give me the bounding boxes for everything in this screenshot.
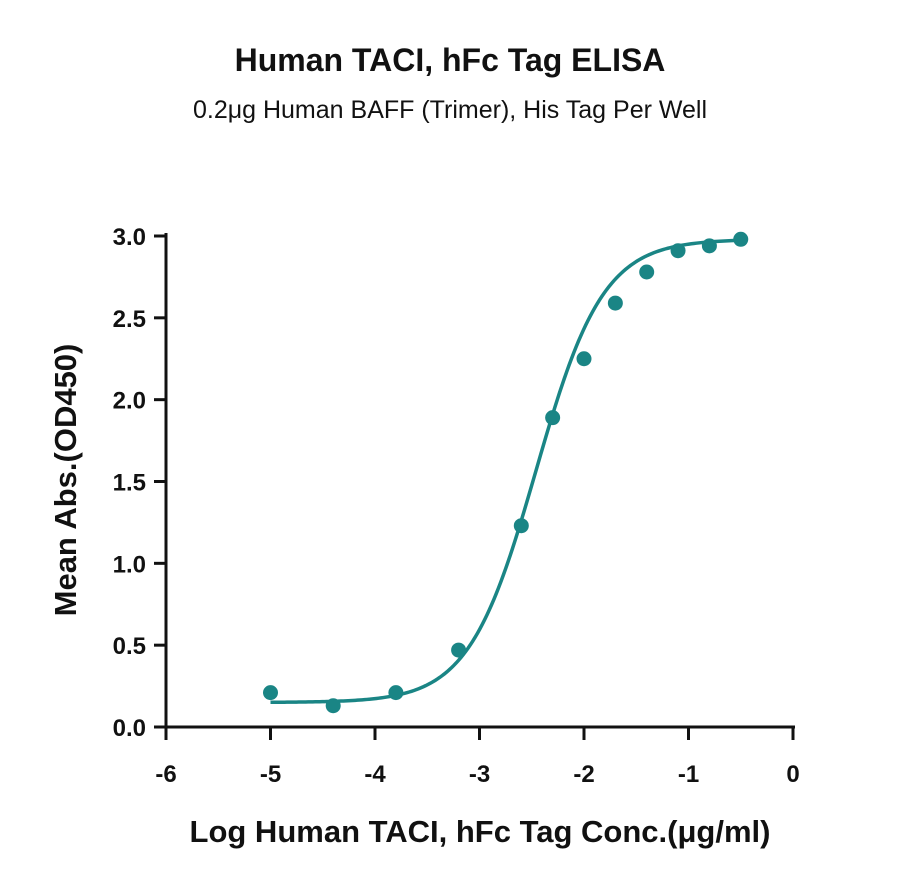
data-points bbox=[263, 231, 749, 714]
x-tick-label: -6 bbox=[155, 761, 176, 788]
data-point bbox=[325, 698, 341, 714]
data-point bbox=[639, 264, 655, 280]
x-tick-label: -1 bbox=[678, 761, 699, 788]
data-point bbox=[451, 642, 467, 658]
x-axis-label: Log Human TACI, hFc Tag Conc.(μg/ml) bbox=[190, 814, 771, 849]
x-tick-label: -4 bbox=[364, 761, 386, 788]
y-tick-label: 3.0 bbox=[113, 224, 146, 251]
y-tick-label: 0.5 bbox=[113, 633, 146, 660]
data-point bbox=[263, 685, 278, 701]
data-point bbox=[545, 410, 561, 426]
data-point bbox=[388, 685, 404, 701]
x-tick-label: 0 bbox=[786, 761, 799, 788]
y-tick-label: 0.0 bbox=[113, 715, 146, 742]
data-point bbox=[701, 238, 717, 254]
data-point bbox=[670, 243, 686, 259]
x-tick-label: -2 bbox=[573, 761, 594, 788]
x-tick-label: -5 bbox=[260, 761, 281, 788]
y-tick-label: 2.5 bbox=[113, 306, 146, 333]
y-tick-label: 1.5 bbox=[113, 470, 146, 497]
data-point bbox=[513, 518, 529, 534]
y-ticks: 0.0 0.5 1.0 1.5 2.0 2.5 3.0 bbox=[113, 224, 166, 742]
chart-title: Human TACI, hFc Tag ELISA bbox=[234, 42, 666, 78]
y-tick-label: 2.0 bbox=[113, 388, 146, 415]
axes bbox=[164, 233, 795, 729]
y-tick-label: 1.0 bbox=[113, 551, 146, 578]
x-ticks: -6 -5 -4 -3 -2 -1 0 bbox=[155, 727, 800, 788]
y-axis-label: Mean Abs.(OD450) bbox=[48, 344, 83, 617]
data-point bbox=[607, 295, 623, 311]
fit-curve bbox=[270, 238, 741, 705]
x-tick-label: -3 bbox=[469, 761, 490, 788]
chart-subtitle: 0.2μg Human BAFF (Trimer), His Tag Per W… bbox=[192, 96, 708, 124]
data-point bbox=[733, 231, 749, 247]
data-point bbox=[576, 351, 592, 367]
